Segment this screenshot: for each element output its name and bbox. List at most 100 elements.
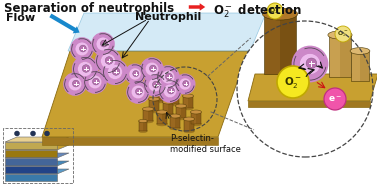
Circle shape <box>14 131 20 136</box>
Polygon shape <box>5 158 57 165</box>
Ellipse shape <box>155 87 166 91</box>
Polygon shape <box>264 14 296 74</box>
Polygon shape <box>248 101 370 107</box>
Polygon shape <box>183 96 193 108</box>
Polygon shape <box>139 121 147 131</box>
Circle shape <box>105 57 113 64</box>
Ellipse shape <box>149 97 159 101</box>
Circle shape <box>183 81 189 87</box>
Ellipse shape <box>139 129 147 133</box>
Ellipse shape <box>143 119 153 123</box>
Polygon shape <box>143 121 147 131</box>
Polygon shape <box>162 112 167 124</box>
Text: Flow: Flow <box>6 13 35 23</box>
Ellipse shape <box>184 117 195 121</box>
Polygon shape <box>340 35 351 77</box>
Circle shape <box>149 78 161 91</box>
Polygon shape <box>149 99 159 111</box>
Polygon shape <box>248 74 377 101</box>
Text: Separation of neutrophils: Separation of neutrophils <box>4 2 174 15</box>
Ellipse shape <box>156 122 167 126</box>
Circle shape <box>112 68 120 75</box>
Polygon shape <box>351 51 369 81</box>
Circle shape <box>166 73 172 80</box>
Polygon shape <box>154 99 159 111</box>
Polygon shape <box>176 106 186 118</box>
Polygon shape <box>160 89 165 101</box>
Polygon shape <box>174 92 179 104</box>
Ellipse shape <box>350 48 370 54</box>
Polygon shape <box>5 137 69 142</box>
Circle shape <box>129 68 141 80</box>
Ellipse shape <box>184 129 195 133</box>
Circle shape <box>82 65 90 72</box>
Circle shape <box>164 84 176 98</box>
Circle shape <box>78 62 92 76</box>
Polygon shape <box>148 109 153 121</box>
Circle shape <box>146 63 158 75</box>
Polygon shape <box>184 119 194 131</box>
Circle shape <box>306 58 317 69</box>
Polygon shape <box>5 145 69 150</box>
Polygon shape <box>143 109 153 121</box>
Circle shape <box>44 131 49 136</box>
Text: O$_2^-$: O$_2^-$ <box>337 29 349 39</box>
Circle shape <box>149 65 156 72</box>
Ellipse shape <box>182 94 193 98</box>
Text: P-selectin-
modified surface: P-selectin- modified surface <box>170 134 241 154</box>
Polygon shape <box>42 137 218 145</box>
Ellipse shape <box>262 8 297 20</box>
Polygon shape <box>163 102 173 114</box>
Polygon shape <box>175 116 180 128</box>
Text: O$_2^-$: O$_2^-$ <box>284 74 302 90</box>
Polygon shape <box>191 112 201 124</box>
Circle shape <box>152 81 159 88</box>
Polygon shape <box>5 161 69 166</box>
Ellipse shape <box>169 90 179 94</box>
Polygon shape <box>329 35 351 77</box>
Polygon shape <box>196 112 201 124</box>
Text: Neutrophil: Neutrophil <box>135 12 201 22</box>
Circle shape <box>300 54 320 74</box>
Ellipse shape <box>149 109 159 113</box>
Polygon shape <box>155 89 165 101</box>
Circle shape <box>69 77 81 91</box>
Circle shape <box>101 54 115 68</box>
Polygon shape <box>5 150 57 157</box>
Ellipse shape <box>176 104 187 108</box>
Polygon shape <box>360 51 369 81</box>
Circle shape <box>75 43 89 56</box>
Polygon shape <box>189 119 194 131</box>
Polygon shape <box>168 102 173 114</box>
Circle shape <box>80 45 86 52</box>
Ellipse shape <box>176 116 187 120</box>
Circle shape <box>167 87 174 94</box>
Ellipse shape <box>143 107 153 111</box>
Text: O$_2^-$: O$_2^-$ <box>269 6 281 16</box>
Circle shape <box>132 85 144 98</box>
Ellipse shape <box>162 100 173 104</box>
Polygon shape <box>181 106 186 118</box>
Circle shape <box>135 88 143 95</box>
Polygon shape <box>5 142 57 149</box>
Circle shape <box>92 78 99 85</box>
Polygon shape <box>5 166 57 173</box>
Polygon shape <box>42 51 248 137</box>
Circle shape <box>237 21 373 157</box>
Circle shape <box>324 88 346 110</box>
Text: O$_2^-$ detection: O$_2^-$ detection <box>213 2 302 19</box>
Polygon shape <box>5 169 69 174</box>
Ellipse shape <box>190 122 201 126</box>
Ellipse shape <box>190 110 201 114</box>
Text: e$^-$: e$^-$ <box>328 94 342 104</box>
Ellipse shape <box>182 106 193 110</box>
Circle shape <box>101 40 107 47</box>
Polygon shape <box>188 96 193 108</box>
Polygon shape <box>170 116 180 128</box>
Circle shape <box>161 70 175 84</box>
Circle shape <box>89 76 101 88</box>
Polygon shape <box>68 13 266 51</box>
Circle shape <box>277 66 309 98</box>
Polygon shape <box>5 174 57 181</box>
Circle shape <box>108 65 122 79</box>
